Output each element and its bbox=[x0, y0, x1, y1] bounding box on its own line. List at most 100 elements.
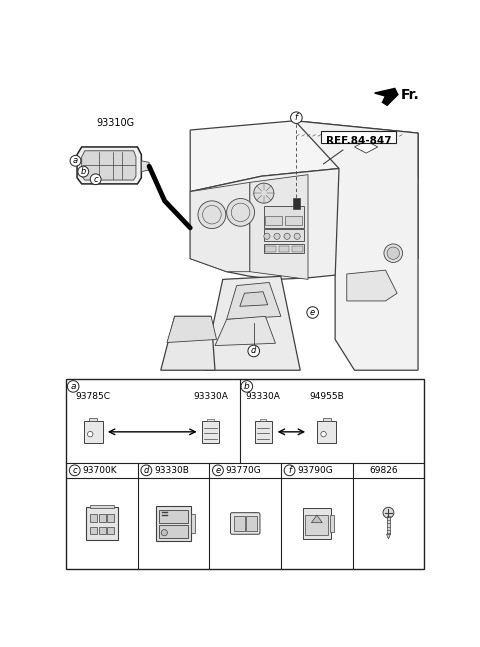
FancyBboxPatch shape bbox=[159, 525, 188, 538]
Text: e: e bbox=[310, 308, 315, 317]
Circle shape bbox=[274, 233, 280, 239]
Circle shape bbox=[141, 465, 152, 476]
Circle shape bbox=[198, 201, 226, 228]
Circle shape bbox=[384, 244, 403, 263]
Text: 93700K: 93700K bbox=[83, 466, 117, 475]
Circle shape bbox=[321, 432, 326, 437]
FancyBboxPatch shape bbox=[330, 515, 334, 532]
FancyBboxPatch shape bbox=[303, 508, 331, 539]
Circle shape bbox=[248, 345, 260, 356]
Circle shape bbox=[69, 465, 80, 476]
Polygon shape bbox=[161, 316, 215, 370]
Text: f: f bbox=[295, 113, 298, 122]
Polygon shape bbox=[167, 316, 216, 342]
FancyBboxPatch shape bbox=[230, 512, 260, 534]
FancyBboxPatch shape bbox=[207, 419, 214, 421]
Polygon shape bbox=[190, 182, 250, 272]
FancyBboxPatch shape bbox=[99, 514, 106, 522]
Circle shape bbox=[387, 247, 399, 259]
FancyBboxPatch shape bbox=[108, 514, 114, 522]
FancyBboxPatch shape bbox=[321, 131, 396, 143]
FancyBboxPatch shape bbox=[246, 516, 257, 531]
Text: a: a bbox=[71, 382, 76, 391]
Polygon shape bbox=[312, 515, 322, 523]
Polygon shape bbox=[386, 534, 390, 539]
Circle shape bbox=[241, 380, 252, 392]
FancyBboxPatch shape bbox=[323, 418, 331, 421]
Text: b: b bbox=[244, 382, 250, 391]
FancyBboxPatch shape bbox=[86, 507, 118, 540]
FancyBboxPatch shape bbox=[264, 229, 304, 241]
Circle shape bbox=[307, 307, 318, 318]
Polygon shape bbox=[347, 270, 397, 301]
Text: 93330A: 93330A bbox=[193, 392, 228, 401]
Text: d: d bbox=[144, 466, 149, 475]
Polygon shape bbox=[204, 276, 300, 370]
FancyBboxPatch shape bbox=[254, 421, 272, 443]
Polygon shape bbox=[142, 161, 149, 171]
FancyBboxPatch shape bbox=[84, 421, 103, 443]
Circle shape bbox=[264, 233, 270, 239]
Text: 93785C: 93785C bbox=[76, 392, 111, 401]
Text: b: b bbox=[81, 167, 86, 176]
Circle shape bbox=[213, 465, 223, 476]
Circle shape bbox=[70, 155, 81, 166]
FancyBboxPatch shape bbox=[66, 380, 424, 569]
FancyBboxPatch shape bbox=[159, 510, 188, 523]
Text: d: d bbox=[251, 347, 256, 355]
FancyBboxPatch shape bbox=[265, 216, 282, 226]
Text: a: a bbox=[73, 157, 78, 165]
Polygon shape bbox=[215, 316, 276, 345]
Text: c: c bbox=[93, 175, 98, 184]
Text: e: e bbox=[216, 466, 220, 475]
FancyBboxPatch shape bbox=[90, 514, 97, 522]
Polygon shape bbox=[77, 147, 142, 184]
FancyBboxPatch shape bbox=[156, 506, 192, 541]
Circle shape bbox=[383, 507, 394, 518]
Circle shape bbox=[161, 530, 168, 536]
Text: 93330A: 93330A bbox=[246, 392, 280, 401]
FancyBboxPatch shape bbox=[191, 514, 195, 532]
Circle shape bbox=[227, 199, 254, 226]
Text: REF.84-847: REF.84-847 bbox=[325, 136, 391, 146]
FancyBboxPatch shape bbox=[264, 206, 304, 228]
FancyBboxPatch shape bbox=[285, 216, 302, 226]
FancyBboxPatch shape bbox=[89, 418, 97, 421]
FancyBboxPatch shape bbox=[234, 516, 245, 531]
FancyBboxPatch shape bbox=[202, 421, 219, 443]
Circle shape bbox=[90, 174, 101, 184]
Circle shape bbox=[284, 233, 290, 239]
Polygon shape bbox=[240, 292, 268, 306]
Polygon shape bbox=[190, 121, 418, 192]
FancyBboxPatch shape bbox=[90, 505, 114, 508]
Circle shape bbox=[290, 112, 302, 124]
Text: 93330B: 93330B bbox=[154, 466, 189, 475]
Polygon shape bbox=[227, 283, 281, 320]
FancyBboxPatch shape bbox=[264, 244, 304, 253]
FancyBboxPatch shape bbox=[317, 421, 336, 443]
Text: Fr.: Fr. bbox=[401, 87, 420, 102]
FancyBboxPatch shape bbox=[108, 527, 114, 534]
FancyBboxPatch shape bbox=[292, 245, 302, 252]
FancyBboxPatch shape bbox=[90, 527, 97, 534]
Circle shape bbox=[67, 380, 79, 392]
FancyBboxPatch shape bbox=[99, 527, 106, 534]
Text: 93770G: 93770G bbox=[226, 466, 262, 475]
Text: 69826: 69826 bbox=[369, 466, 397, 475]
Polygon shape bbox=[82, 151, 136, 180]
Text: c: c bbox=[72, 466, 77, 475]
Text: 94955B: 94955B bbox=[309, 392, 344, 401]
Polygon shape bbox=[375, 89, 398, 105]
FancyBboxPatch shape bbox=[292, 198, 300, 208]
Text: 93310G: 93310G bbox=[97, 118, 135, 127]
Polygon shape bbox=[190, 168, 418, 280]
Circle shape bbox=[78, 166, 89, 177]
FancyBboxPatch shape bbox=[265, 245, 276, 252]
Circle shape bbox=[294, 233, 300, 239]
Circle shape bbox=[87, 432, 93, 437]
FancyBboxPatch shape bbox=[305, 515, 328, 535]
FancyBboxPatch shape bbox=[278, 245, 289, 252]
Polygon shape bbox=[295, 121, 418, 370]
Circle shape bbox=[254, 183, 274, 203]
Polygon shape bbox=[250, 175, 308, 280]
